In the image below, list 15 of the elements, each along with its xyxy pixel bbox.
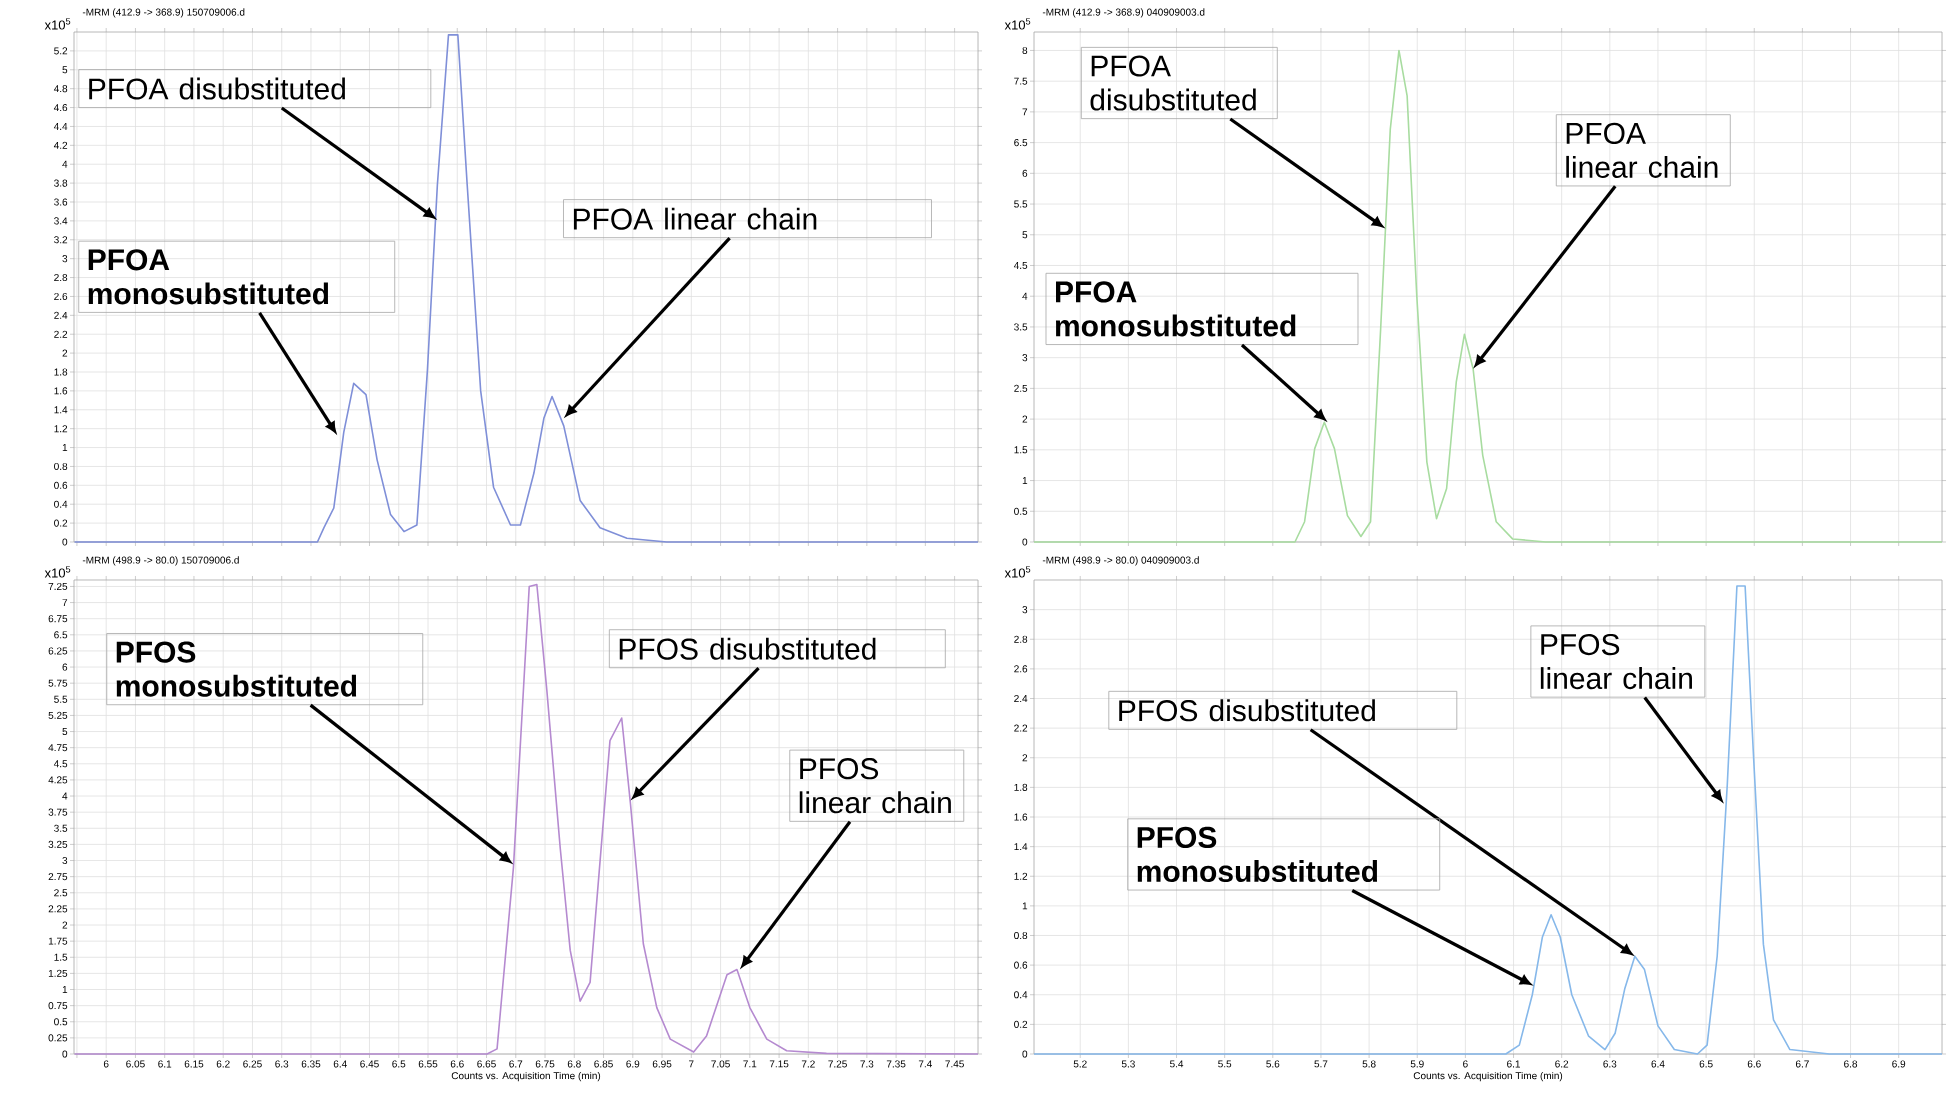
annotation: PFOA monosubstituted (1055, 281, 1296, 337)
annotation: PFOA monosubstituted (88, 249, 329, 305)
annotation: PFOS linear chain (1540, 633, 1692, 690)
annotation: PFOS monosubstituted (116, 641, 357, 697)
line-series (73, 583, 979, 1055)
annotation: PFOS disubstituted (619, 637, 876, 660)
annotation: PFOS disubstituted (1119, 699, 1375, 722)
annotation: PFOA disubstituted (89, 77, 345, 100)
annotation: PFOA linear chain (573, 207, 817, 230)
annotation: PFOA linear chain (1566, 122, 1718, 178)
line-series (1033, 585, 1943, 1055)
annotation: PFOA disubstituted (1090, 55, 1256, 111)
annotation: PFOS linear chain (799, 758, 951, 814)
line-series (73, 34, 979, 543)
annotation: PFOS monosubstituted (1137, 826, 1378, 883)
